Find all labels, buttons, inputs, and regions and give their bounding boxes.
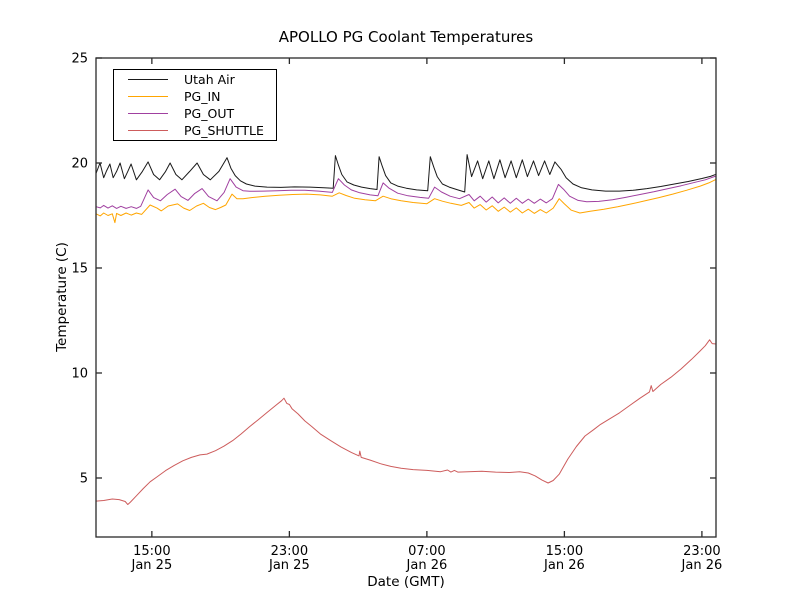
legend-label: PG_SHUTTLE <box>184 123 264 138</box>
legend-label: Utah Air <box>184 72 235 87</box>
x-tick-label-time: 23:00 <box>683 544 720 559</box>
legend: Utah Air PG_IN PG_OUT PG_SHUTTLE <box>113 69 277 141</box>
legend-label: PG_IN <box>184 89 221 104</box>
y-tick-label: 5 <box>80 471 88 486</box>
legend-item-pg-in: PG_IN <box>114 88 276 105</box>
x-tick-label-time: 07:00 <box>408 544 445 559</box>
legend-item-utah-air: Utah Air <box>114 71 276 88</box>
x-tick-label-time: 23:00 <box>271 544 308 559</box>
legend-line-swatch <box>128 96 168 97</box>
y-tick-label: 25 <box>71 52 88 67</box>
x-axis-label: Date (GMT) <box>367 574 445 590</box>
axes-frame <box>95 57 717 538</box>
y-tick-label: 10 <box>71 366 88 381</box>
legend-line-swatch <box>128 130 168 131</box>
chart-title: APOLLO PG Coolant Temperatures <box>278 28 534 46</box>
legend-item-pg-shuttle: PG_SHUTTLE <box>114 122 276 139</box>
legend-line-swatch <box>128 113 168 114</box>
series-line-pg-shuttle <box>95 339 717 505</box>
series-line-pg-out <box>95 175 717 209</box>
x-tick-label-time: 15:00 <box>133 544 170 559</box>
series-line-pg-in <box>95 178 717 224</box>
x-tick-label-time: 15:00 <box>546 544 583 559</box>
y-tick-label: 15 <box>71 261 88 276</box>
x-tick-label-date: Jan 26 <box>543 558 585 573</box>
x-tick-label-date: Jan 25 <box>268 558 310 573</box>
legend-line-swatch <box>128 79 168 80</box>
x-tick-label-date: Jan 26 <box>681 558 723 573</box>
series-line-utah-air <box>95 154 717 193</box>
x-tick-label-date: Jan 26 <box>406 558 448 573</box>
legend-item-pg-out: PG_OUT <box>114 105 276 122</box>
legend-label: PG_OUT <box>184 106 235 121</box>
x-tick-label-date: Jan 25 <box>131 558 173 573</box>
y-tick-label: 20 <box>71 156 88 171</box>
